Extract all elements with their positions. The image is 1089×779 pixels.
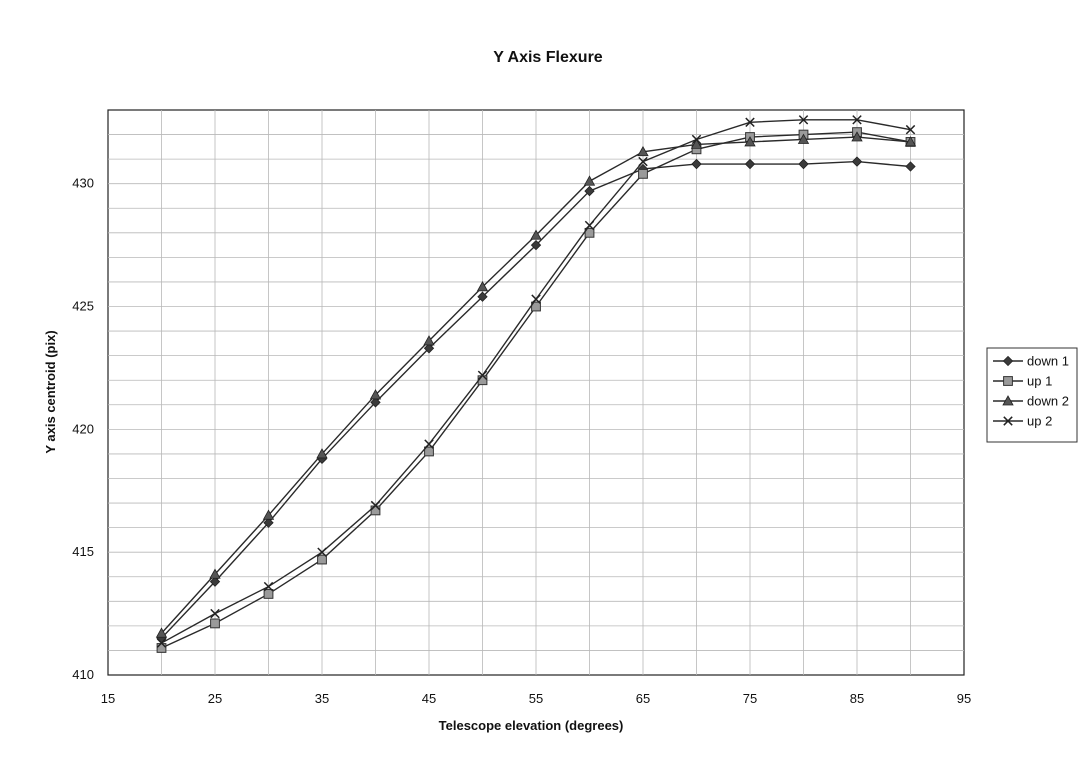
data-point (583, 175, 596, 186)
legend-marker (1003, 376, 1013, 386)
data-point (584, 227, 595, 238)
data-point (691, 134, 702, 145)
data-point (905, 124, 916, 135)
legend-marker (1002, 355, 1014, 367)
x-tick-label: 15 (101, 691, 115, 706)
data-point (798, 115, 809, 125)
x-tick-label: 75 (743, 691, 757, 706)
x-tick-label: 95 (957, 691, 971, 706)
legend-label: down 2 (1027, 394, 1069, 409)
data-point (210, 618, 220, 629)
data-point (851, 156, 863, 167)
data-point (370, 500, 381, 511)
y-axis-title: Y axis centroid (pix) (43, 330, 58, 453)
y-tick-label: 430 (72, 176, 94, 191)
data-point (424, 446, 434, 457)
data-point (423, 335, 435, 346)
data-point (424, 439, 434, 449)
y-axis-ticks: 410 415 420 425 430 (72, 176, 94, 682)
data-point (584, 185, 595, 197)
data-point (263, 589, 274, 599)
x-axis-title: Telescope elevation (degrees) (439, 718, 624, 733)
legend-label: down 1 (1027, 354, 1069, 369)
data-point (797, 133, 810, 144)
y-tick-label: 415 (72, 544, 94, 559)
x-axis-ticks: 15 25 35 45 55 65 75 85 95 (101, 691, 971, 706)
data-point (263, 517, 274, 528)
data-point (317, 554, 327, 565)
x-tick-label: 85 (850, 691, 864, 706)
data-point (316, 448, 328, 459)
data-point (209, 576, 221, 587)
data-point (852, 115, 862, 125)
data-point (798, 158, 809, 170)
data-point (423, 343, 435, 354)
legend-box (986, 347, 1078, 443)
x-tick-label: 45 (422, 691, 436, 706)
data-point (690, 138, 703, 149)
x-tick-label: 65 (636, 691, 650, 706)
data-point (638, 168, 648, 179)
data-point (691, 158, 702, 170)
data-point (369, 389, 382, 400)
y-tick-label: 410 (72, 667, 94, 682)
data-point (744, 158, 756, 170)
data-point (262, 509, 275, 520)
series-group (155, 115, 917, 653)
x-tick-label: 55 (529, 691, 543, 706)
data-point (584, 220, 595, 231)
data-point (477, 370, 488, 381)
data-point (531, 294, 541, 304)
data-point (745, 117, 755, 128)
series-down-2 (155, 131, 917, 638)
data-point (904, 136, 917, 147)
data-point (370, 397, 381, 408)
data-point (209, 568, 221, 579)
data-point (263, 581, 274, 592)
legend-item: down 2 (993, 394, 1069, 409)
data-point (210, 608, 220, 619)
legend: down 1 up 1 down 2 up 2 (986, 347, 1078, 443)
legend-marker (1003, 416, 1013, 426)
data-point (530, 229, 542, 240)
legend-label: up 1 (1027, 374, 1052, 389)
x-tick-label: 25 (208, 691, 222, 706)
data-point (905, 161, 916, 172)
chart-title: Y Axis Flexure (493, 49, 602, 66)
series-up-2 (156, 115, 916, 648)
legend-label: up 2 (1027, 414, 1052, 429)
data-point (851, 131, 863, 142)
data-point (476, 281, 489, 292)
legend-item: up 1 (993, 374, 1052, 389)
legend-item: up 2 (993, 414, 1052, 429)
data-point (744, 136, 756, 147)
x-tick-label: 35 (315, 691, 329, 706)
legend-marker (1002, 395, 1014, 406)
gridlines (108, 110, 964, 675)
y-tick-label: 420 (72, 421, 94, 436)
data-point (477, 291, 488, 302)
data-point (156, 638, 167, 648)
legend-item: down 1 (993, 354, 1069, 369)
data-point (637, 145, 649, 157)
data-point (317, 547, 327, 557)
y-tick-label: 425 (72, 299, 94, 314)
data-point (638, 156, 648, 167)
data-point (156, 643, 167, 653)
data-point (155, 627, 168, 638)
data-point (530, 239, 542, 251)
